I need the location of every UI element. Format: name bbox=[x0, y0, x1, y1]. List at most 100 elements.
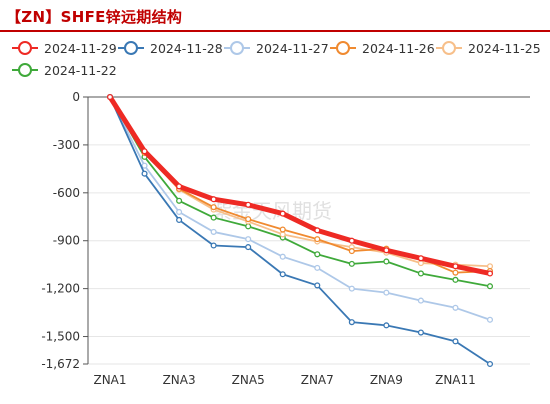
chart-title: 【ZN】SHFE锌远期结构 bbox=[6, 8, 183, 26]
data-point bbox=[245, 216, 252, 223]
data-point bbox=[314, 264, 321, 271]
series-line bbox=[109, 96, 491, 365]
data-point bbox=[141, 170, 148, 177]
data-point bbox=[348, 237, 355, 244]
series-lines bbox=[106, 93, 494, 368]
data-point bbox=[279, 210, 286, 217]
y-tick-label: 0 bbox=[72, 90, 80, 104]
data-point bbox=[383, 322, 390, 329]
legend-marker bbox=[336, 41, 350, 55]
data-point bbox=[210, 204, 217, 211]
data-point bbox=[141, 162, 148, 169]
axes: 0 -300 -600 -900 -1,200 -1,500 -1,672 ZNA1 ZNA3 Z… bbox=[41, 90, 530, 387]
data-point bbox=[176, 183, 183, 190]
x-tick-label: ZNA9 bbox=[370, 373, 403, 387]
data-point bbox=[486, 360, 494, 368]
data-point bbox=[245, 201, 252, 208]
legend-marker bbox=[124, 41, 138, 55]
data-point bbox=[486, 283, 494, 290]
series-2024-11-26 bbox=[106, 93, 494, 276]
series-2024-11-29 bbox=[106, 93, 494, 277]
data-point bbox=[314, 236, 321, 243]
data-point bbox=[106, 93, 114, 101]
data-point bbox=[245, 236, 252, 243]
x-tick-label: ZNA1 bbox=[93, 373, 126, 387]
legend-label: 2024-11-28 bbox=[150, 41, 223, 56]
data-point bbox=[486, 263, 494, 270]
y-tick-label: -1,200 bbox=[41, 282, 80, 296]
data-point bbox=[417, 297, 424, 304]
legend-label: 2024-11-25 bbox=[468, 41, 541, 56]
title-underline bbox=[0, 30, 550, 32]
series-line bbox=[109, 96, 491, 321]
data-point bbox=[486, 270, 494, 277]
data-point bbox=[245, 223, 252, 230]
data-point bbox=[314, 282, 321, 289]
data-point bbox=[210, 214, 217, 221]
data-point bbox=[348, 319, 355, 326]
legend-label: 2024-11-26 bbox=[362, 41, 435, 56]
data-point bbox=[383, 258, 390, 265]
y-tick-label: -1,672 bbox=[41, 357, 80, 371]
data-point bbox=[452, 276, 459, 283]
data-point bbox=[314, 251, 321, 258]
legend-item: 2024-11-22 bbox=[12, 63, 117, 78]
y-tick-label: -1,500 bbox=[41, 330, 80, 344]
data-point bbox=[279, 271, 286, 278]
data-point bbox=[176, 208, 183, 216]
legend: 2024-11-29 2024-11-28 2024-11-27 2024-11-26… bbox=[12, 41, 541, 78]
data-point bbox=[245, 244, 252, 251]
legend-marker bbox=[18, 63, 32, 77]
data-point bbox=[314, 227, 321, 234]
legend-marker bbox=[18, 41, 32, 55]
legend-label: 2024-11-27 bbox=[256, 41, 329, 56]
x-tick-label: ZNA7 bbox=[301, 373, 334, 387]
legend-marker bbox=[230, 41, 244, 55]
legend-label: 2024-11-22 bbox=[44, 63, 117, 78]
data-point bbox=[210, 242, 217, 249]
data-point bbox=[176, 197, 183, 204]
series-2024-11-25 bbox=[106, 93, 494, 270]
data-point bbox=[452, 269, 459, 276]
data-point bbox=[452, 304, 459, 311]
legend-item: 2024-11-27 bbox=[224, 41, 329, 56]
legend-item: 2024-11-25 bbox=[436, 41, 541, 56]
y-tick-label: -600 bbox=[53, 186, 80, 200]
x-tick-label: ZNA11 bbox=[435, 373, 476, 387]
x-tick-label: ZNA5 bbox=[232, 373, 265, 387]
y-tick-label: -900 bbox=[53, 234, 80, 248]
series-2024-11-28 bbox=[106, 93, 494, 368]
data-point bbox=[348, 285, 355, 292]
data-point bbox=[348, 248, 355, 255]
data-point bbox=[279, 226, 286, 233]
series-line bbox=[109, 96, 491, 288]
legend-item: 2024-11-26 bbox=[330, 41, 435, 56]
data-point bbox=[486, 316, 494, 323]
series-line bbox=[107, 95, 491, 276]
legend-item: 2024-11-28 bbox=[118, 41, 223, 56]
x-tick-label: ZNA3 bbox=[163, 373, 196, 387]
gridlines bbox=[88, 144, 530, 365]
series-2024-11-22 bbox=[106, 93, 494, 290]
data-point bbox=[176, 216, 183, 224]
legend-label: 2024-11-29 bbox=[44, 41, 117, 56]
data-point bbox=[210, 196, 217, 203]
legend-marker bbox=[442, 41, 456, 55]
data-point bbox=[348, 260, 355, 267]
data-point bbox=[417, 260, 424, 267]
data-point bbox=[417, 270, 424, 277]
legend-item: 2024-11-29 bbox=[12, 41, 117, 56]
data-point bbox=[210, 228, 217, 235]
data-point bbox=[417, 255, 424, 262]
data-point bbox=[279, 231, 286, 238]
data-point bbox=[452, 338, 459, 345]
data-point bbox=[383, 289, 390, 296]
data-point bbox=[452, 263, 459, 270]
data-point bbox=[383, 247, 390, 254]
series-2024-11-27 bbox=[106, 93, 494, 323]
data-point bbox=[417, 329, 424, 336]
y-tick-label: -300 bbox=[53, 138, 80, 152]
data-point bbox=[141, 148, 148, 155]
data-point bbox=[279, 253, 286, 260]
